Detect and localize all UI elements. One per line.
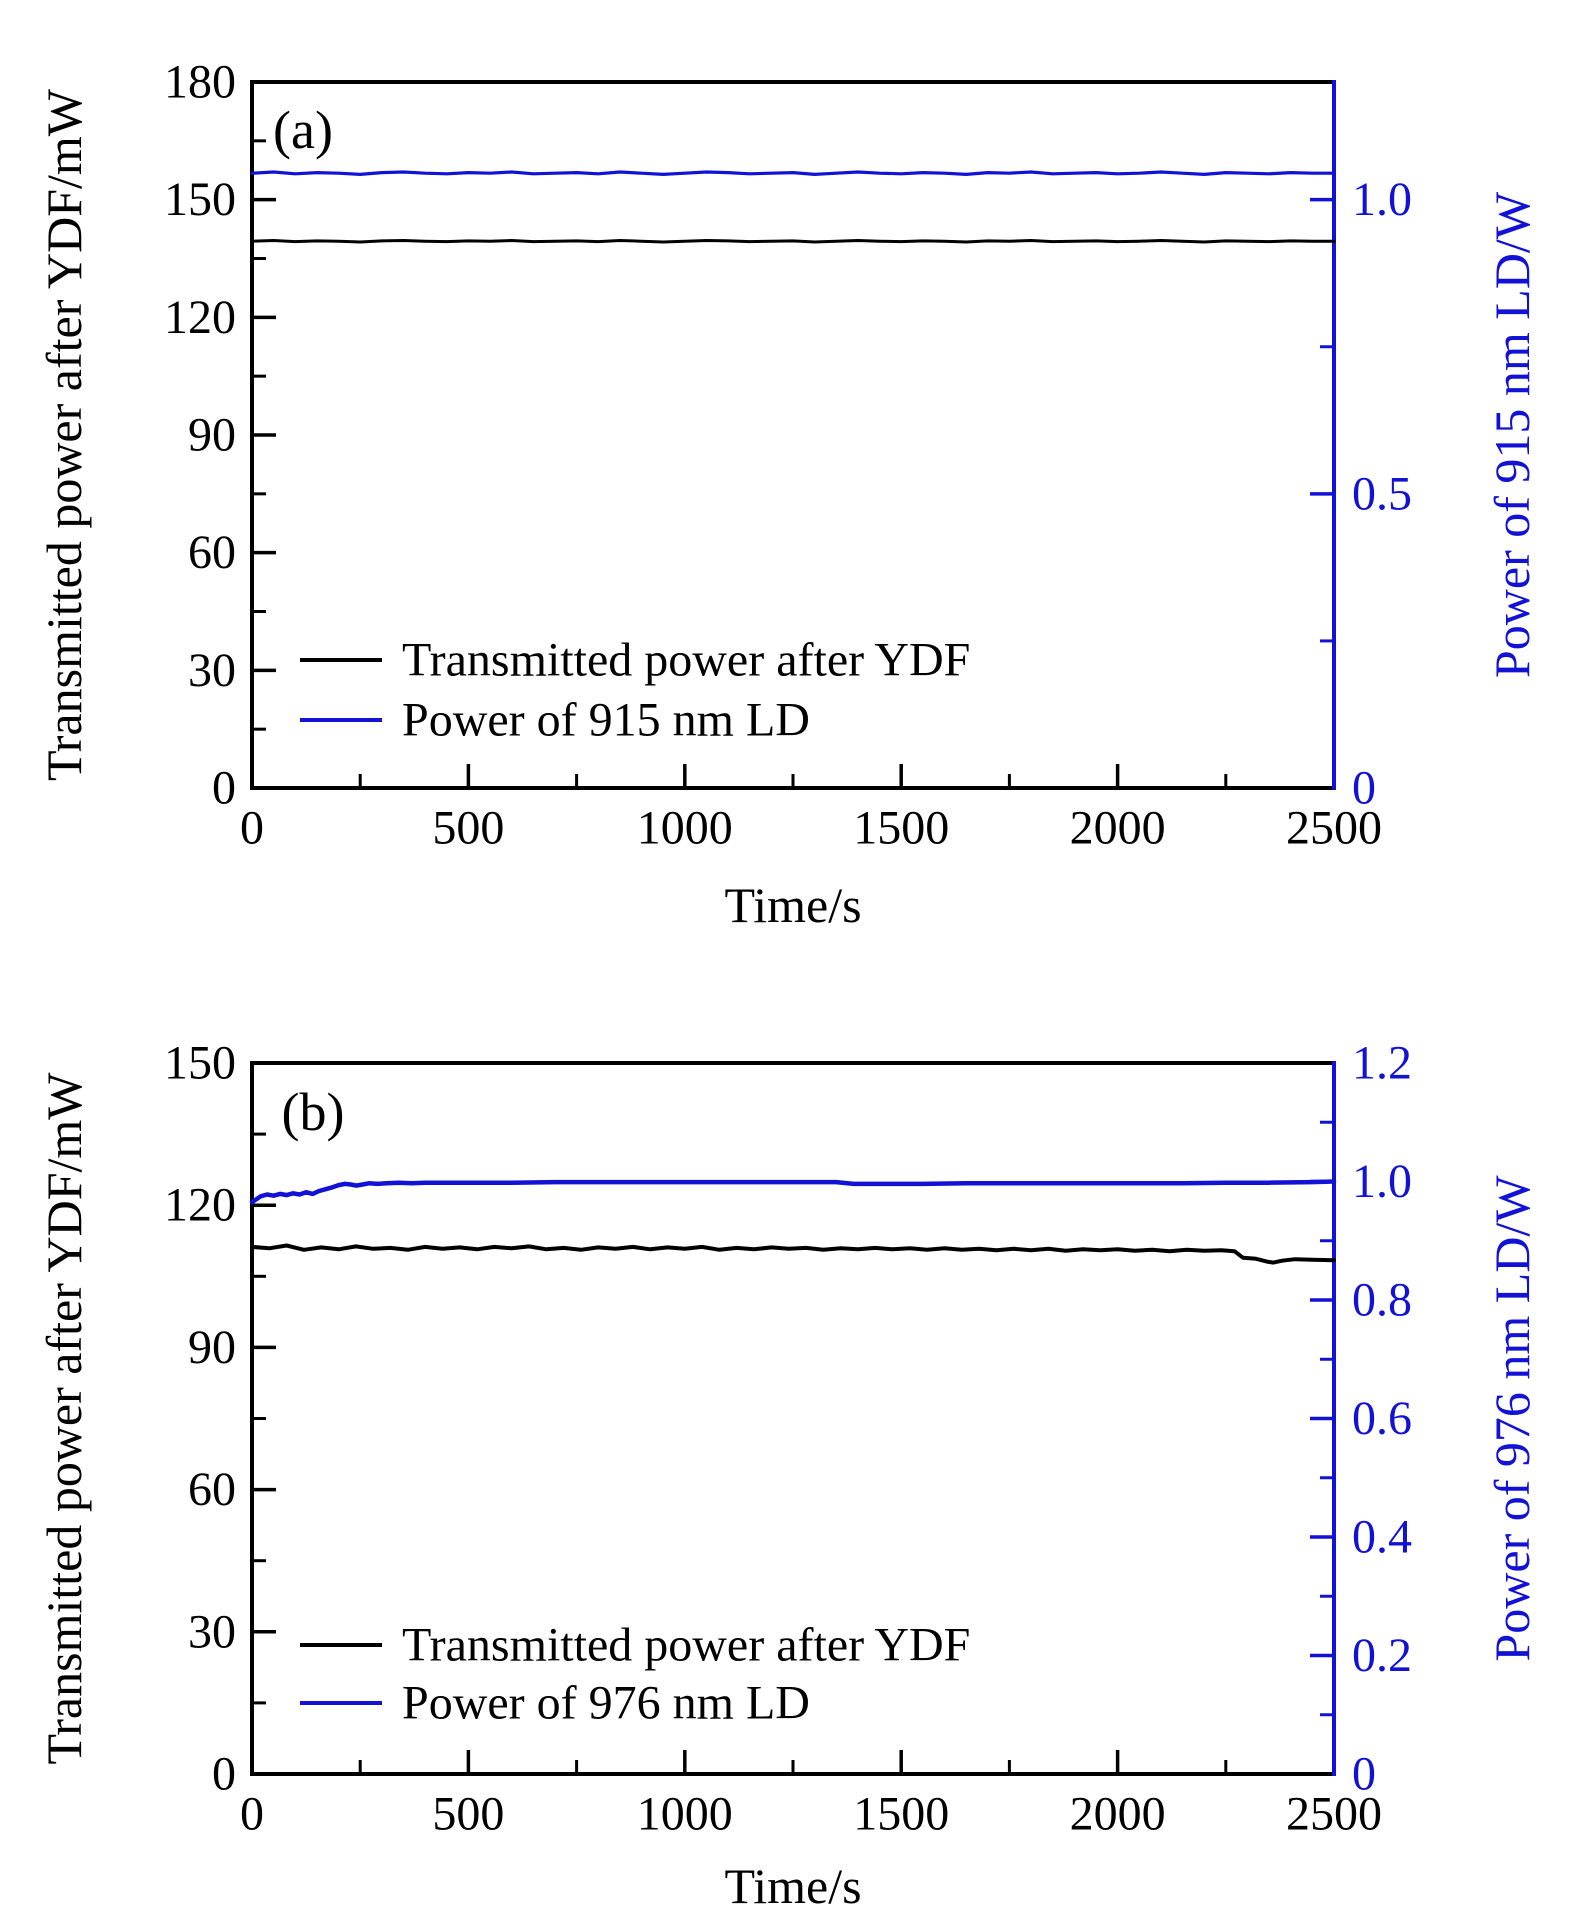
y-left-tick-label: 30: [188, 1605, 236, 1658]
y-right-axis-title: Power of 976 nm LD/W: [1484, 1175, 1540, 1662]
series-right-b: [249, 1179, 1337, 1205]
y-left-tick-label: 90: [188, 409, 236, 462]
panel-label: (b): [282, 1082, 345, 1142]
x-tick-label: 500: [432, 802, 504, 855]
y-left-axis-title: Transmitted power after YDF/mW: [36, 88, 92, 781]
y-right-tick-label: 0.4: [1352, 1511, 1412, 1564]
series-right-a: [250, 170, 1336, 176]
y-left-tick-label: 120: [164, 291, 236, 344]
y-left-tick-label: 0: [212, 762, 236, 815]
x-tick-label: 500: [432, 1788, 504, 1841]
y-right-tick-label: 0.8: [1352, 1274, 1412, 1327]
series-left-a: [250, 239, 1336, 244]
y-left-tick-label: 60: [188, 526, 236, 579]
legend-label: Power of 976 nm LD: [402, 1677, 810, 1730]
x-tick-label: 1500: [853, 802, 949, 855]
x-tick-label: 2000: [1070, 1788, 1166, 1841]
y-left-tick-label: 60: [188, 1463, 236, 1516]
legend-label: Power of 915 nm LD: [402, 694, 810, 747]
x-tick-label: 1500: [853, 1788, 949, 1841]
legend-label: Transmitted power after YDF: [402, 634, 970, 687]
x-tick-label: 1000: [637, 802, 733, 855]
y-right-axis-title: Power of 915 nm LD/W: [1484, 191, 1540, 678]
y-left-tick-label: 120: [164, 1179, 236, 1232]
x-axis-title: Time/s: [724, 877, 861, 933]
panel-b: 0 500 1000 1500 2000 2500030609012015000.20.4…: [36, 1037, 1540, 1915]
legend-label: Transmitted power after YDF: [402, 1619, 970, 1672]
series-left-b: [250, 1243, 1336, 1265]
y-left-tick-label: 90: [188, 1321, 236, 1374]
legend-entry: Power of 976 nm LD: [300, 1677, 810, 1730]
y-left-tick-label: 180: [164, 56, 236, 109]
y-left-tick-label: 30: [188, 644, 236, 697]
panel-label: (a): [273, 100, 333, 160]
y-right-tick-label: 0: [1352, 1748, 1376, 1801]
y-right-tick-label: 0.5: [1352, 467, 1412, 520]
y-left-tick-label: 150: [164, 1037, 236, 1090]
x-tick-label: 2500: [1286, 802, 1382, 855]
x-axis-title: Time/s: [724, 1858, 861, 1914]
x-tick-label: 2000: [1070, 802, 1166, 855]
y-right-tick-label: 0.6: [1352, 1392, 1412, 1445]
y-left-tick-label: 150: [164, 173, 236, 226]
y-left-axis-title: Transmitted power after YDF/mW: [36, 1072, 92, 1765]
y-left-tick-label: 0: [212, 1748, 236, 1801]
y-right-tick-label: 1.2: [1352, 1037, 1412, 1090]
y-right-tick-label: 1.0: [1352, 1155, 1412, 1208]
legend-entry: Transmitted power after YDF: [300, 1619, 970, 1672]
x-tick-label: 2500: [1286, 1788, 1382, 1841]
x-tick-label: 0: [240, 802, 264, 855]
panel-a: 0 500 1000 1500 2000 2500030609012015018000.5…: [36, 56, 1540, 934]
y-right-tick-label: 0: [1352, 762, 1376, 815]
x-tick-label: 1000: [637, 1788, 733, 1841]
legend-entry: Transmitted power after YDF: [300, 634, 970, 687]
legend-entry: Power of 915 nm LD: [300, 694, 810, 747]
y-right-tick-label: 0.2: [1352, 1629, 1412, 1682]
y-right-tick-label: 1.0: [1352, 173, 1412, 226]
x-tick-label: 0: [240, 1788, 264, 1841]
